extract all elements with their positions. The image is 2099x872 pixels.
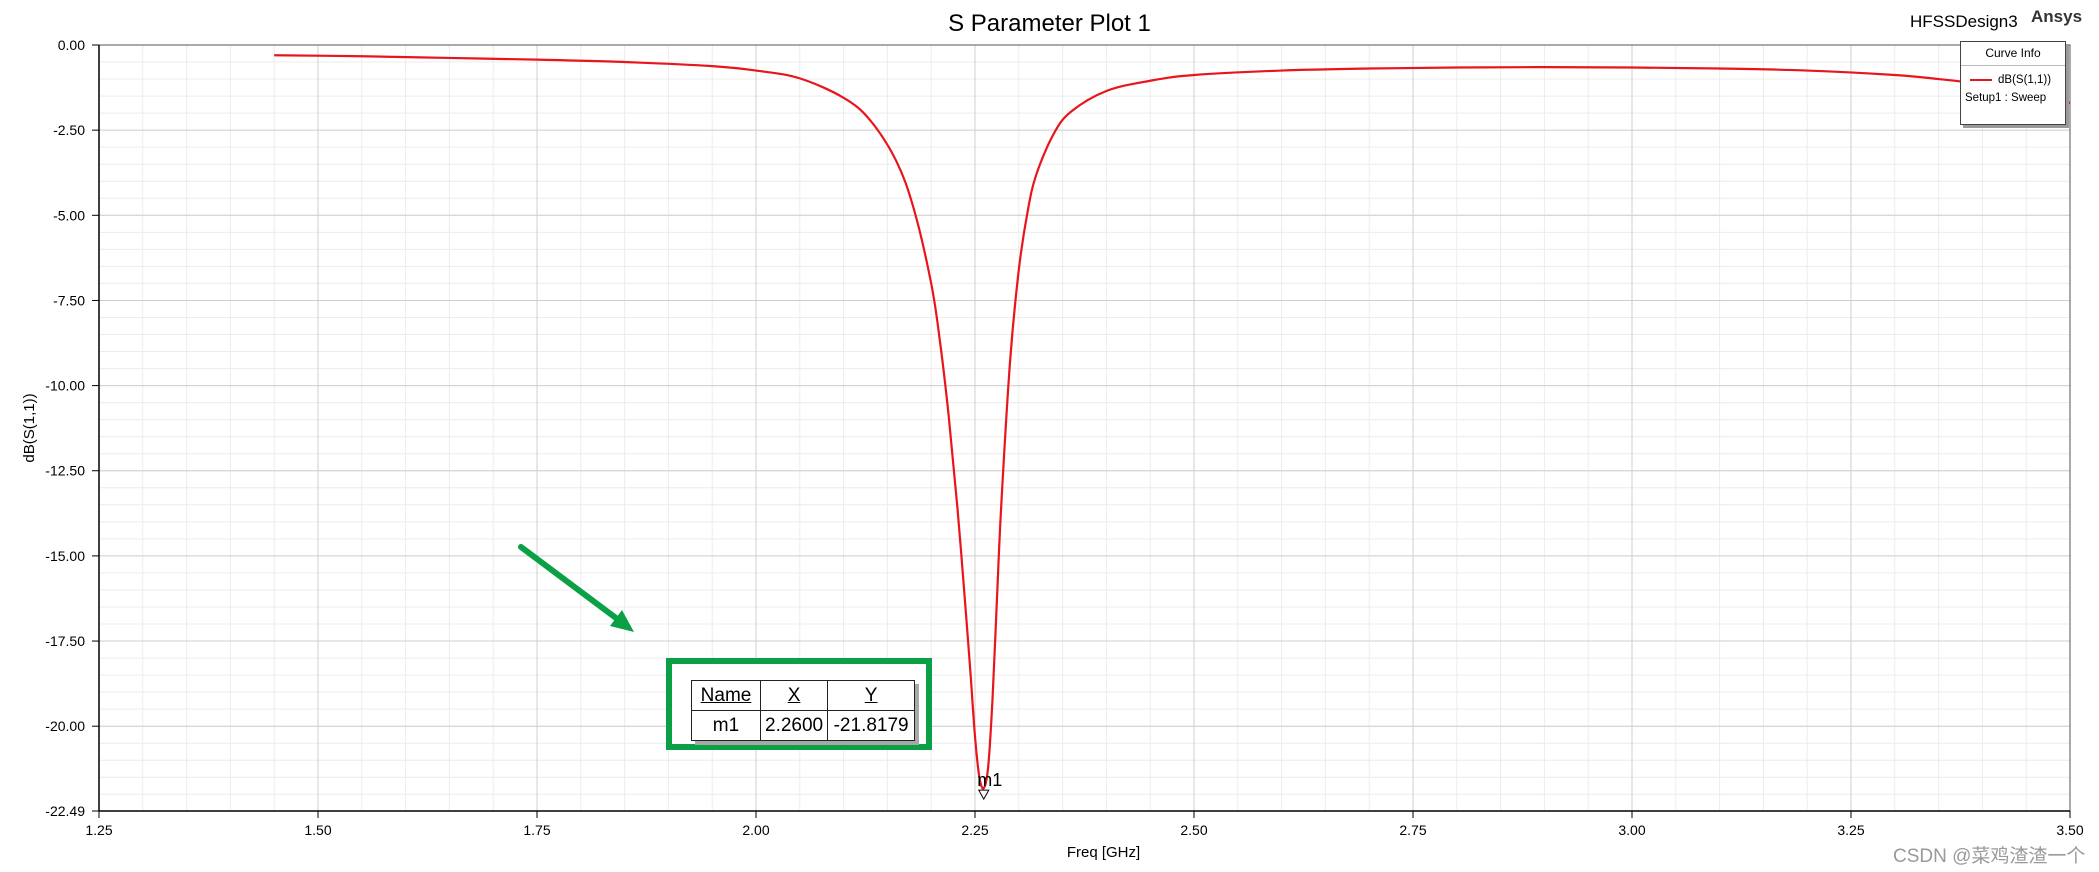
legend-setup-label: Setup1 : Sweep — [1965, 92, 2047, 104]
y-tick-label: -17.50 — [45, 633, 85, 649]
legend-swatch — [1970, 79, 1992, 81]
marker-table-header-y: Y — [827, 680, 916, 711]
x-tick-label: 2.25 — [961, 822, 988, 838]
grid-minor — [98, 44, 2071, 811]
marker-table-header-row: Name X Y — [691, 680, 916, 711]
marker-table-highlight: Name X Y m1 2.2600 -21.8179 — [666, 658, 932, 750]
legend-entry[interactable]: dB(S(1,1)) — [1961, 70, 2065, 90]
marker-table-cell-y: -21.8179 — [827, 710, 916, 741]
x-tick-label: 3.00 — [1618, 822, 1645, 838]
y-tick-label: -5.00 — [53, 207, 85, 223]
marker-label: m1 — [977, 770, 1002, 790]
y-tick-label: 0.00 — [58, 37, 85, 53]
watermark: CSDN @菜鸡渣渣一个 — [1893, 846, 2086, 867]
x-tick-label: 1.50 — [304, 822, 331, 838]
plot-frame — [98, 44, 2071, 812]
arrow-head-icon — [610, 610, 634, 632]
y-axis-label: dB(S(1,1)) — [21, 393, 38, 462]
x-axis-label: Freq [GHz] — [1067, 844, 1140, 861]
series-line-s11 — [274, 54, 2071, 790]
y-tick-label: -10.00 — [45, 378, 85, 394]
marker-table-header-name: Name — [691, 680, 761, 711]
design-name: HFSSDesign3 — [1910, 12, 2018, 31]
y-tick-label: -12.50 — [45, 463, 85, 479]
y-tick-label: -22.49 — [45, 803, 85, 819]
marker-table-cell-x: 2.2600 — [759, 710, 829, 741]
series-layer — [274, 54, 2071, 790]
chart-title: S Parameter Plot 1 — [948, 10, 1151, 37]
grid-major — [98, 44, 2071, 812]
marker-table[interactable]: Name X Y m1 2.2600 -21.8179 — [691, 680, 916, 741]
y-tick-label: -2.50 — [53, 122, 85, 138]
x-tick-label: 2.50 — [1180, 822, 1207, 838]
y-tick-label: -20.00 — [45, 718, 85, 734]
y-tick-label: -7.50 — [53, 292, 85, 308]
marker-table-cell-name: m1 — [691, 710, 761, 741]
marker-triangle-icon — [977, 789, 990, 801]
annotations-layer: m1 — [518, 544, 1002, 801]
axes: Freq [GHz] dB(S(1,1)) — [21, 44, 2071, 861]
annotation-arrow-shaft — [518, 544, 627, 627]
legend-series-label: dB(S(1,1)) — [1998, 74, 2052, 86]
x-tick-label: 2.00 — [742, 822, 769, 838]
legend-title: Curve Info — [1961, 42, 2065, 66]
x-tick-label: 3.25 — [1837, 822, 1864, 838]
x-tick-label: 1.75 — [523, 822, 550, 838]
brand-logo: Ansys — [2031, 7, 2083, 26]
x-tick-label: 1.25 — [85, 822, 112, 838]
y-tick-label: -15.00 — [45, 548, 85, 564]
x-tick-label: 2.75 — [1399, 822, 1426, 838]
x-tick-label: 3.50 — [2056, 822, 2083, 838]
marker-table-header-x: X — [759, 680, 829, 711]
tick-labels: 1.25 1.50 1.75 2.00 2.25 2.50 2.75 3.00 3.25 3.50… — [45, 37, 2084, 838]
curve-info-legend[interactable]: Curve Info dB(S(1,1)) Setup1 : Sweep — [1960, 41, 2066, 125]
marker-table-row: m1 2.2600 -21.8179 — [691, 710, 916, 741]
